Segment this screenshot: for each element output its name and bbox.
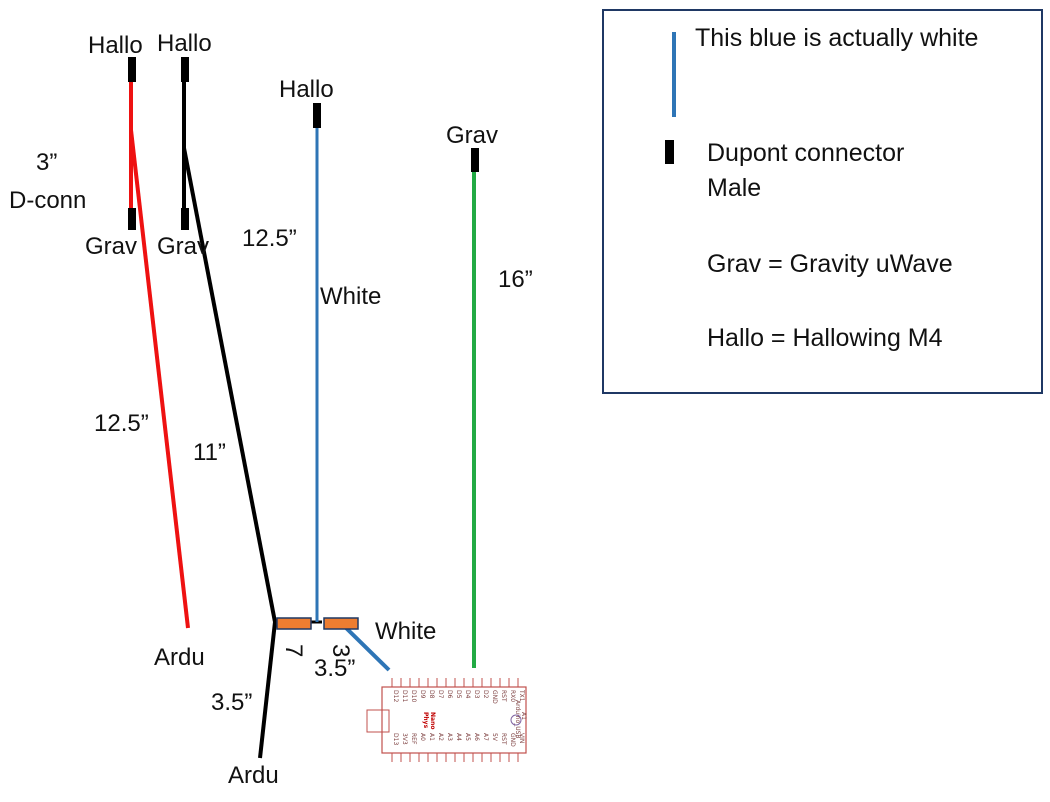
pin-label: D4 <box>464 690 471 699</box>
pin-label: D5 <box>455 690 462 699</box>
label-length-green: 16” <box>498 266 533 293</box>
pin-label: A6 <box>473 733 480 741</box>
legend-connector-line1: Dupont connector <box>707 139 904 167</box>
board-name: Nano <box>429 712 436 729</box>
pin-label: D6 <box>446 690 453 699</box>
label-d-conn: D-conn <box>9 187 86 214</box>
pin-label: A0 <box>419 733 426 741</box>
label-length-white-tail: 3.5” <box>314 655 355 682</box>
label-hallo-red: Hallo <box>88 32 143 59</box>
top-pin-labels: D12 D11 D10 D9 D8 D7 D6 D5 D4 D3 D2 GND RST RX0 TX1 <box>392 689 525 704</box>
pin-label: D12 <box>392 690 399 702</box>
pin-label: A3 <box>446 733 453 741</box>
heatshrink-sleeve-7 <box>276 617 312 630</box>
label-grav-green: Grav <box>446 122 498 149</box>
label-grav-red: Grav <box>85 233 137 260</box>
pin-label: RST <box>500 690 507 702</box>
pin-label: A4 <box>455 733 462 741</box>
black-wire-to-junction <box>182 147 277 623</box>
bottom-pin-ticks <box>391 753 519 762</box>
pin-label: D2 <box>482 690 489 699</box>
red-wire-to-ardu <box>129 129 190 629</box>
connector-icon <box>128 57 136 82</box>
pin-label: D8 <box>428 690 435 699</box>
connector-icon <box>181 57 189 82</box>
label-sleeve-3: 3 <box>327 644 354 657</box>
board-usb-marker <box>510 714 522 726</box>
label-length-black: 11” <box>193 439 226 466</box>
connector-icon <box>313 103 321 128</box>
legend-grav-def: Grav = Gravity uWave <box>707 250 953 278</box>
label-length-3: 3” <box>36 149 57 176</box>
label-ardu-red: Ardu <box>154 644 205 671</box>
label-length-red: 12.5” <box>94 410 149 437</box>
pin-label: GND <box>491 690 498 704</box>
pin-label: A1 <box>428 733 435 741</box>
label-hallo-white: Hallo <box>279 76 334 103</box>
pin-label: D9 <box>419 690 426 699</box>
pin-label: VIN <box>518 733 525 743</box>
label-ardu-black: Ardu <box>228 762 279 789</box>
label-length-white: 12.5” <box>242 225 297 252</box>
pin-label: RX0 <box>509 690 516 702</box>
pin-label: D11 <box>401 690 408 702</box>
label-white-mid: White <box>320 283 381 310</box>
label-grav-black: Grav <box>157 233 209 260</box>
pin-label: D13 <box>392 733 399 745</box>
board-usb-label: Arduino_USB <box>514 700 521 739</box>
pin-label: A2 <box>437 733 444 741</box>
connector-icon <box>128 208 136 230</box>
legend-box <box>602 9 1043 394</box>
top-pin-ticks <box>391 678 519 687</box>
board-sub: Phys <box>422 712 429 729</box>
pin-label: 3V3 <box>401 733 408 745</box>
pin-label: RST <box>500 733 507 745</box>
black-wire-tail <box>258 621 277 759</box>
pin-label: GND <box>509 733 516 747</box>
label-sleeve-7: 7 <box>280 644 307 657</box>
legend-blue-note: This blue is actually white <box>695 24 978 52</box>
board-outline <box>381 686 527 754</box>
pin-label: D10 <box>410 690 417 702</box>
legend-hallo-def: Hallo = Hallowing M4 <box>707 324 943 352</box>
pin-label: A7 <box>482 733 489 741</box>
connector-icon <box>181 208 189 230</box>
pin-label: D7 <box>437 690 444 699</box>
legend-connector-icon <box>665 140 674 164</box>
bottom-pin-labels: D13 3V3 REF A0 A1 A2 A3 A4 A5 A6 A7 5V RST GND VIN <box>392 733 525 747</box>
arduino-nano-board: D12 D11 D10 D9 D8 D7 D6 D5 D4 D3 D2 GND RST RX0 TX1 D1… <box>366 678 527 762</box>
board-ref: A1 <box>520 712 527 720</box>
label-white-tail: White <box>375 618 436 645</box>
pin-label: TX1 <box>518 689 525 702</box>
pin-label: D3 <box>473 690 480 699</box>
pin-label: 5V <box>491 733 498 742</box>
board-reset-pad <box>366 709 390 733</box>
label-hallo-black: Hallo <box>157 30 212 57</box>
white-wire-tail <box>338 620 391 672</box>
label-length-black-tail: 3.5” <box>211 689 252 716</box>
pin-label: REF <box>410 733 417 745</box>
heatshrink-sleeve-3 <box>323 617 359 630</box>
pin-label: A5 <box>464 733 471 741</box>
connector-icon <box>471 148 479 172</box>
legend-connector-line2: Male <box>707 174 761 202</box>
